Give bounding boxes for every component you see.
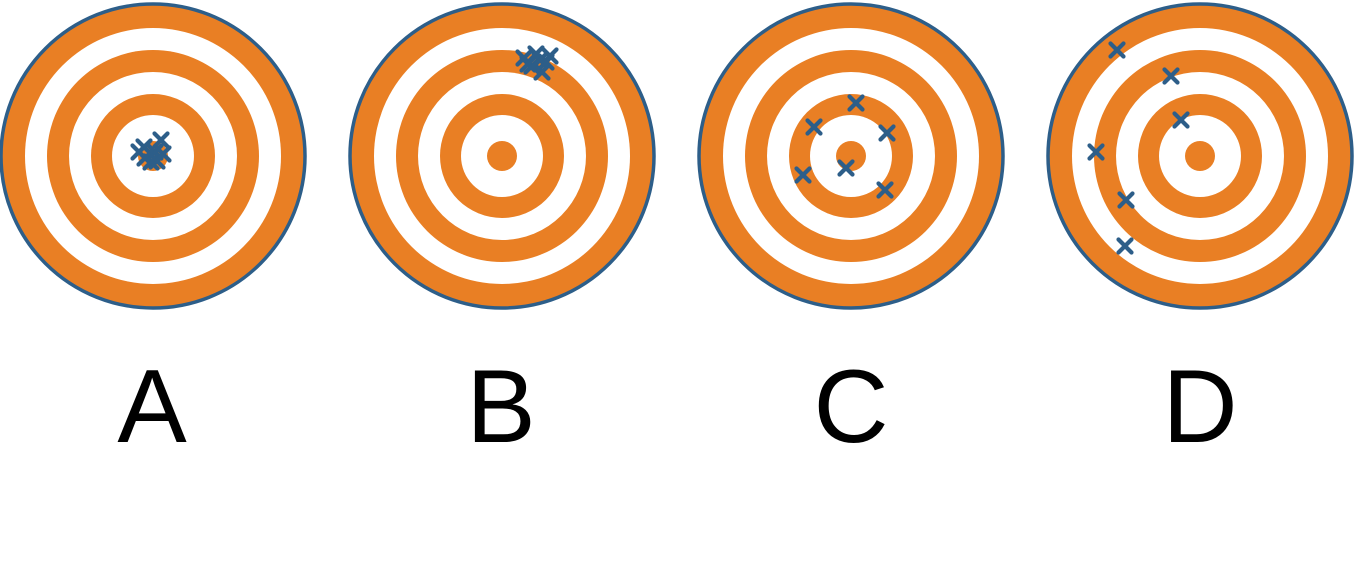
target-c-label: C — [813, 349, 889, 465]
x-mark-icon — [878, 124, 896, 142]
x-mark-icon — [531, 51, 549, 69]
bullseye — [1185, 141, 1215, 171]
x-mark-icon — [1116, 237, 1134, 255]
x-mark-icon — [1162, 67, 1180, 85]
x-mark-icon — [1172, 111, 1190, 129]
target-a — [0, 2, 307, 310]
bullseye — [487, 141, 517, 171]
x-mark-icon — [1087, 143, 1105, 161]
target-b-label: B — [466, 349, 536, 465]
x-mark-icon — [130, 143, 148, 161]
target-a-label: A — [117, 349, 187, 465]
target-d-label: D — [1162, 349, 1238, 465]
x-mark-icon — [847, 94, 865, 112]
x-mark-icon — [794, 166, 812, 184]
x-mark-icon — [152, 131, 170, 149]
x-mark-icon — [876, 181, 894, 199]
x-mark-icon — [805, 118, 823, 136]
target-c — [697, 2, 1005, 310]
x-mark-icon — [837, 159, 855, 177]
x-mark-icon — [1117, 191, 1135, 209]
bullseye — [836, 141, 866, 171]
x-mark-icon — [519, 55, 537, 73]
target-d — [1046, 2, 1354, 310]
target-b — [348, 2, 656, 310]
x-mark-icon — [154, 145, 172, 163]
x-mark-icon — [1108, 41, 1126, 59]
